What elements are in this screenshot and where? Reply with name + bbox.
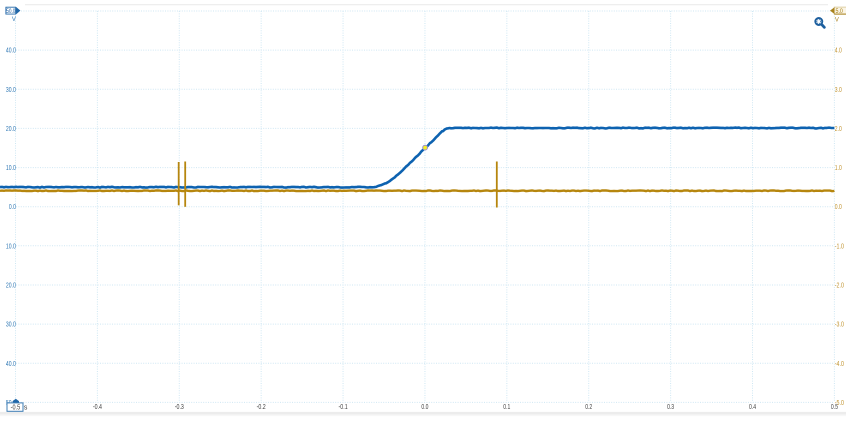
svg-text:20.0: 20.0: [6, 283, 16, 290]
svg-text:1.0: 1.0: [835, 165, 842, 172]
svg-text:0.1: 0.1: [503, 404, 510, 411]
svg-text:40.0: 40.0: [6, 361, 16, 368]
svg-text:4.0: 4.0: [835, 48, 842, 55]
svg-text:5.0: 5.0: [836, 8, 844, 15]
svg-text:0.0: 0.0: [9, 204, 16, 211]
svg-text:0.0: 0.0: [421, 404, 428, 411]
svg-text:-0.5: -0.5: [11, 404, 21, 411]
svg-text:-4.0: -4.0: [835, 361, 844, 368]
svg-text:V: V: [12, 17, 16, 23]
svg-text:0.2: 0.2: [585, 404, 592, 411]
svg-text:3.0: 3.0: [835, 87, 842, 94]
svg-text:0.4: 0.4: [749, 404, 756, 411]
svg-text:20.0: 20.0: [6, 126, 16, 133]
svg-text:0.3: 0.3: [667, 404, 674, 411]
svg-text:30.0: 30.0: [6, 87, 16, 94]
svg-text:-0.2: -0.2: [257, 404, 266, 411]
svg-text:-0.3: -0.3: [175, 404, 184, 411]
svg-text:0.0: 0.0: [835, 204, 842, 211]
svg-text:30.0: 30.0: [6, 322, 16, 329]
svg-text:0.5: 0.5: [831, 404, 838, 411]
svg-text:2.0: 2.0: [835, 126, 842, 133]
svg-text:10.0: 10.0: [6, 243, 16, 250]
svg-text:-1.0: -1.0: [835, 243, 844, 250]
svg-text:10.0: 10.0: [6, 165, 16, 172]
svg-text:-5.0: -5.0: [835, 400, 844, 407]
svg-text:40.0: 40.0: [6, 48, 16, 55]
svg-text:-0.1: -0.1: [339, 404, 348, 411]
svg-text:s: s: [24, 404, 28, 411]
svg-text:-0.4: -0.4: [93, 404, 102, 411]
svg-text:-3.0: -3.0: [835, 322, 844, 329]
svg-text:V: V: [835, 17, 839, 23]
svg-text:50.0: 50.0: [6, 8, 16, 15]
svg-text:-2.0: -2.0: [835, 283, 844, 290]
